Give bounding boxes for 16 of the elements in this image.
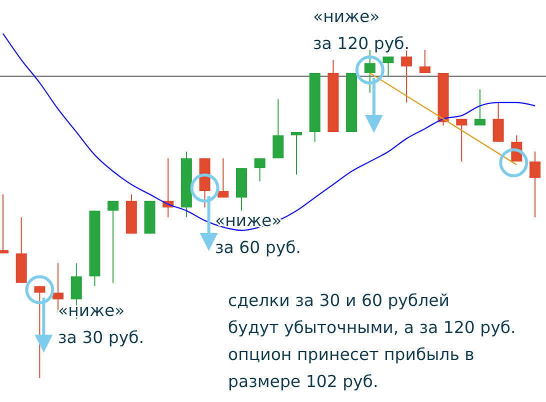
candlestick xyxy=(272,98,284,159)
annotation: «ниже» за 60 руб. xyxy=(215,211,302,257)
candlestick xyxy=(108,200,119,284)
candlestick xyxy=(364,50,376,94)
candlestick xyxy=(218,158,229,198)
candlestick xyxy=(530,151,540,218)
candlestick xyxy=(474,88,486,126)
candlestick xyxy=(254,158,266,182)
candlestick xyxy=(34,286,46,378)
candlestick xyxy=(382,56,394,77)
candlestick xyxy=(456,118,468,162)
candlestick xyxy=(419,50,430,74)
annotation: сделки за 30 и 60 рублей будут убыточными, а за 120 руб. опцион принесет прибыль в размере 102 руб. xyxy=(228,291,516,391)
candlestick xyxy=(492,102,504,142)
annotation: «ниже» за 120 руб. xyxy=(313,7,410,53)
candlestick xyxy=(291,132,302,176)
